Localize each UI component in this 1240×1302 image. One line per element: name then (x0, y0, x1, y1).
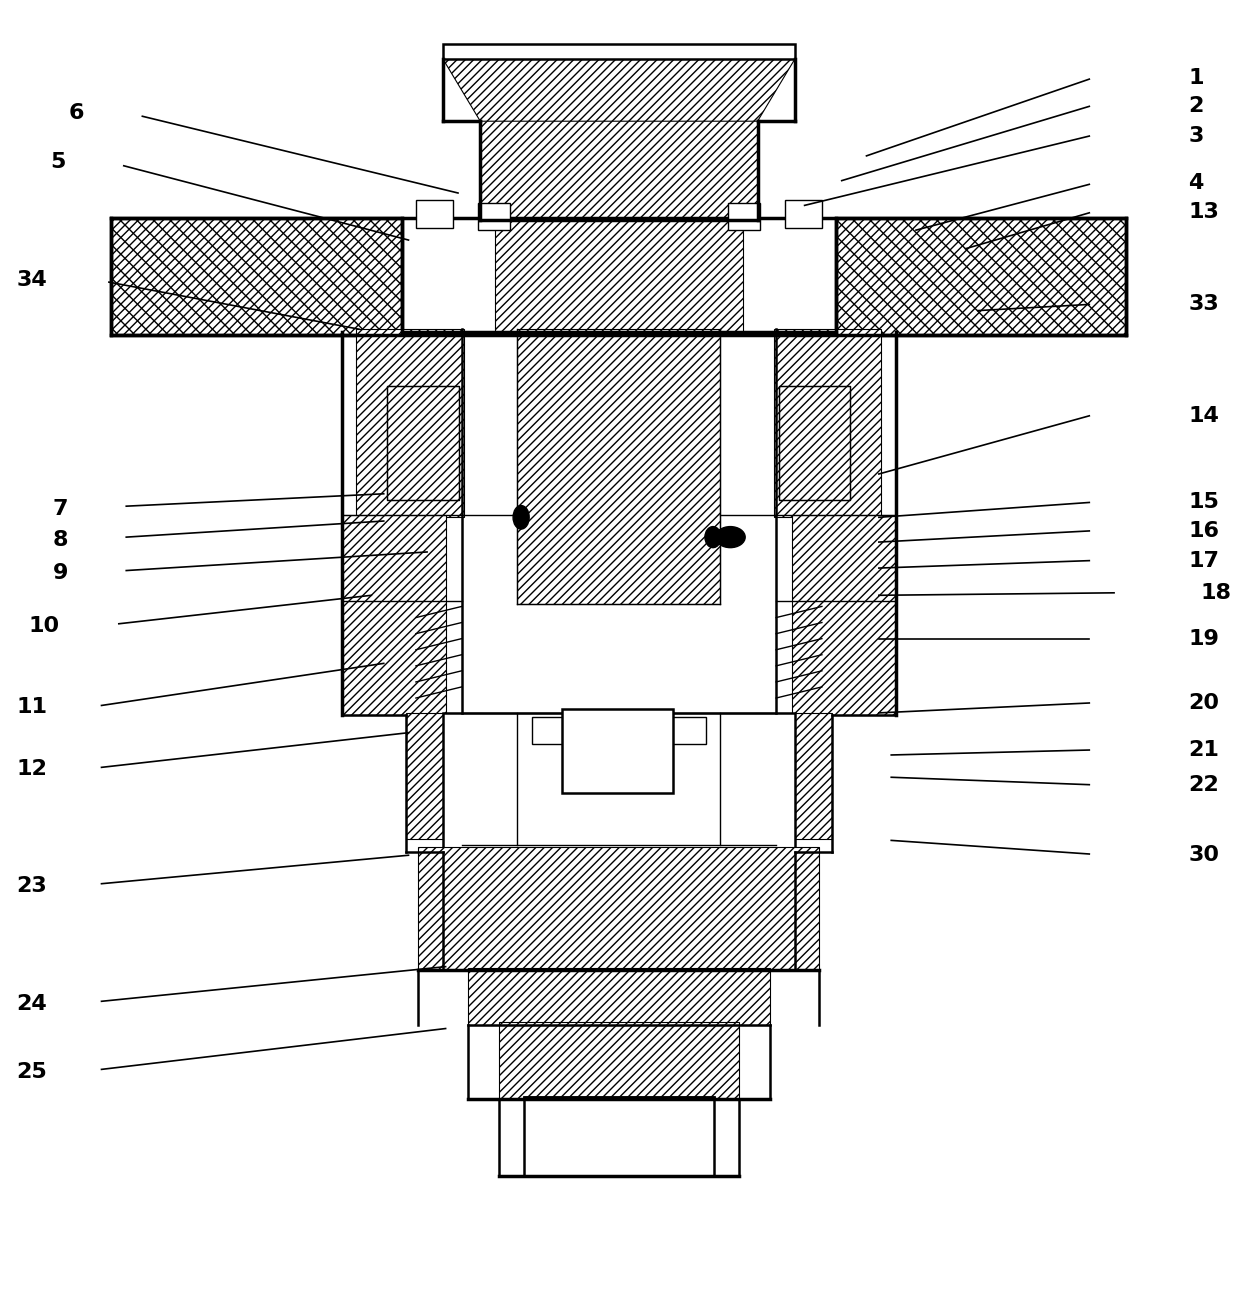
Text: 33: 33 (1188, 294, 1219, 314)
Bar (387, 387, 459, 500)
Bar (405, 713, 482, 840)
Bar (356, 329, 464, 517)
Bar (562, 710, 673, 793)
Bar (728, 203, 760, 230)
Bar (498, 1022, 739, 1099)
Bar (443, 44, 795, 60)
Polygon shape (443, 60, 795, 121)
Bar (774, 329, 882, 517)
Bar (517, 329, 720, 604)
Bar (836, 217, 1126, 336)
Text: 11: 11 (16, 697, 47, 716)
Text: 19: 19 (1188, 629, 1219, 648)
Bar (342, 514, 445, 715)
Bar (779, 387, 851, 500)
Bar (477, 203, 510, 230)
Text: 24: 24 (16, 993, 47, 1014)
Bar (112, 217, 402, 336)
Text: 3: 3 (1188, 126, 1204, 146)
Text: 34: 34 (16, 270, 47, 289)
Text: 5: 5 (51, 152, 66, 172)
Text: 9: 9 (53, 562, 68, 583)
Text: 10: 10 (29, 616, 60, 637)
Bar (755, 713, 832, 840)
Text: 2: 2 (1188, 96, 1204, 116)
Text: 17: 17 (1188, 551, 1219, 570)
Bar (836, 217, 1126, 336)
Text: 15: 15 (1188, 492, 1219, 513)
Bar (418, 846, 820, 970)
Bar (387, 387, 459, 500)
Text: 7: 7 (52, 499, 68, 518)
Text: 22: 22 (1188, 775, 1219, 794)
Bar (415, 201, 453, 228)
Ellipse shape (706, 526, 720, 548)
Text: 20: 20 (1188, 693, 1219, 713)
Bar (785, 201, 822, 228)
Text: 1: 1 (1188, 68, 1204, 87)
Text: 16: 16 (1188, 521, 1219, 540)
Bar (443, 713, 795, 852)
Bar (467, 967, 770, 1025)
Bar (112, 217, 402, 336)
Bar (779, 387, 851, 500)
Ellipse shape (715, 526, 745, 548)
Bar (495, 217, 743, 332)
Bar (532, 716, 569, 743)
Bar (836, 217, 1126, 336)
Text: 14: 14 (1188, 406, 1219, 426)
Text: 25: 25 (16, 1062, 47, 1082)
Text: 6: 6 (68, 103, 84, 122)
Text: 30: 30 (1188, 845, 1219, 866)
Text: 23: 23 (16, 876, 47, 896)
Text: 13: 13 (1188, 202, 1219, 221)
Text: 8: 8 (52, 530, 68, 549)
Bar (523, 1096, 714, 1176)
Text: 4: 4 (1188, 173, 1204, 193)
Text: 12: 12 (16, 759, 47, 779)
Bar (668, 716, 706, 743)
Text: 18: 18 (1200, 583, 1231, 603)
Bar (112, 217, 402, 336)
Bar (480, 118, 758, 220)
Bar (792, 514, 897, 715)
Ellipse shape (513, 505, 529, 529)
Text: 21: 21 (1188, 740, 1219, 760)
